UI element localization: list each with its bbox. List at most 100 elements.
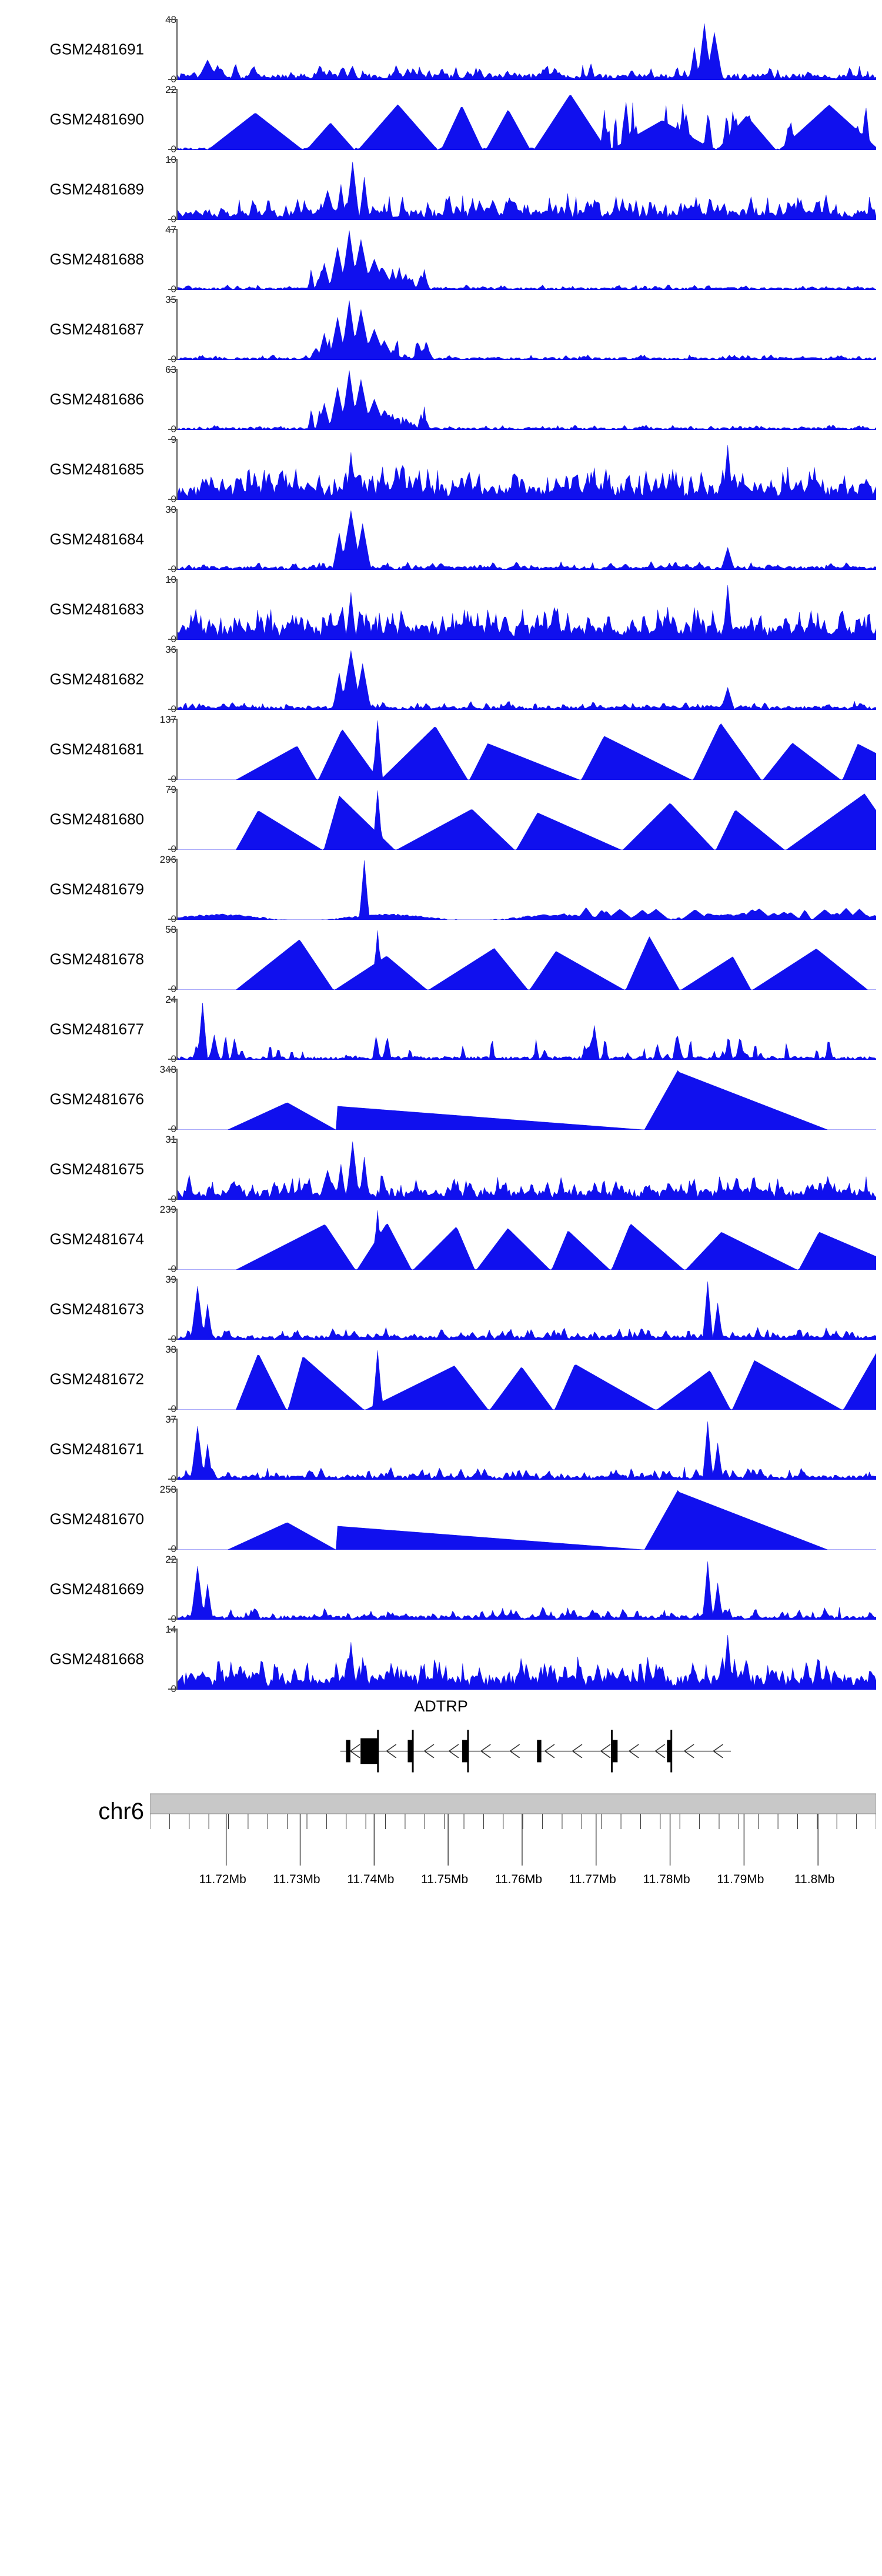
track-axis-and-plot: 480	[150, 14, 876, 85]
axis-tick-bottom	[168, 1479, 178, 1480]
axis-tick-bottom	[168, 849, 178, 850]
axis-tick-top	[168, 929, 178, 930]
coverage-track: GSM2481686 63 0	[0, 364, 882, 435]
coverage-area-plot	[178, 719, 876, 780]
axis-tick-top	[168, 89, 178, 90]
axis-tick-top	[168, 439, 178, 440]
coverage-track: GSM2481677 240	[0, 994, 882, 1065]
axis-max-label: 58	[106, 924, 176, 936]
track-sample-label: GSM2481678	[49, 950, 144, 967]
axis-tick-bottom	[168, 429, 178, 430]
track-axis-and-plot: 100	[150, 574, 876, 645]
coverage-track: GSM24816792960	[0, 854, 882, 925]
axis-spine	[176, 1209, 178, 1270]
coverage-area-plot	[178, 859, 876, 920]
axis-tick-top	[168, 1279, 178, 1280]
axis-max-label: 63	[106, 364, 176, 376]
axis-tick-bottom	[168, 779, 178, 780]
track-axis-and-plot: 100	[150, 154, 876, 225]
svg-text:11.8Mb: 11.8Mb	[794, 1873, 835, 1886]
coverage-track: GSM2481668140	[0, 1624, 882, 1694]
svg-text:11.78Mb: 11.78Mb	[643, 1873, 690, 1886]
track-sample-label: GSM2481677	[49, 1020, 144, 1037]
svg-text:11.77Mb: 11.77Mb	[569, 1873, 616, 1886]
track-axis-and-plot: 470	[150, 224, 876, 295]
axis-max-label: 39	[106, 1274, 176, 1286]
coverage-track: GSM2481671 370	[0, 1414, 882, 1484]
coverage-area-plot	[178, 19, 876, 80]
track-sample-label: GSM2481687	[49, 320, 144, 338]
track-axis-and-plot: 350	[150, 294, 876, 365]
svg-text:11.72Mb: 11.72Mb	[199, 1873, 246, 1886]
coverage-area-plot	[178, 509, 876, 570]
top-spacer	[0, 0, 882, 14]
axis-max-label: 348	[106, 1064, 176, 1076]
axis-min-label: 0	[106, 1333, 176, 1345]
axis-min-label: 0	[106, 493, 176, 505]
coverage-area-plot	[178, 1279, 876, 1340]
axis-tick-top	[168, 509, 178, 510]
axis-spine	[176, 509, 178, 570]
coverage-track: GSM2481678580	[0, 924, 882, 995]
coverage-area-plot	[178, 1139, 876, 1200]
track-axis-and-plot: 240	[150, 994, 876, 1065]
coverage-track: GSM2481689100	[0, 154, 882, 225]
axis-min-label: 0	[106, 1053, 176, 1065]
track-sample-label: GSM2481670	[49, 1510, 144, 1527]
axis-min-label: 0	[106, 1543, 176, 1555]
axis-min-label: 0	[106, 144, 176, 155]
axis-tick-top	[168, 859, 178, 860]
track-sample-label: GSM2481683	[49, 600, 144, 618]
track-axis-and-plot: 220	[150, 84, 876, 155]
axis-tick-bottom	[168, 1409, 178, 1410]
coverage-track: GSM2481684300	[0, 504, 882, 575]
axis-tick-bottom	[168, 1129, 178, 1130]
track-sample-label: GSM2481668	[49, 1650, 144, 1667]
axis-tick-top	[168, 1489, 178, 1490]
axis-min-label: 0	[106, 1683, 176, 1695]
track-axis-and-plot: 370	[150, 1414, 876, 1484]
track-sample-label: GSM2481679	[49, 880, 144, 897]
axis-max-label: 31	[106, 1134, 176, 1146]
coverage-track: GSM2481673390	[0, 1274, 882, 1344]
axis-spine	[176, 999, 178, 1060]
coverage-area-plot	[178, 229, 876, 290]
track-sample-label: GSM2481684	[49, 530, 144, 548]
axis-min-label: 0	[106, 1263, 176, 1275]
axis-spine	[176, 1489, 178, 1550]
axis-max-label: 258	[106, 1484, 176, 1496]
chromosome-ideogram-graphic: 11.72Mb 11.73Mb 11.74Mb 11.75Mb 11.76Mb 11.77…	[150, 1790, 876, 1914]
coverage-area-plot	[178, 1629, 876, 1690]
track-axis-and-plot: 380	[150, 1344, 876, 1414]
axis-tick-top	[168, 579, 178, 580]
coverage-area-plot	[178, 439, 876, 500]
axis-max-label: 37	[106, 1414, 176, 1426]
coverage-track: GSM248168590	[0, 434, 882, 505]
axis-tick-top	[168, 369, 178, 370]
track-axis-and-plot: 3480	[150, 1064, 876, 1134]
axis-tick-top	[168, 789, 178, 790]
coverage-area-plot	[178, 369, 876, 430]
track-sample-label: GSM2481686	[49, 390, 144, 408]
axis-tick-top	[168, 19, 178, 20]
axis-tick-bottom	[168, 1199, 178, 1200]
axis-min-label: 0	[106, 213, 176, 225]
coverage-area-plot	[178, 299, 876, 360]
coverage-track: GSM2481687 350	[0, 294, 882, 365]
track-sample-label: GSM2481671	[49, 1440, 144, 1457]
axis-tick-top	[168, 719, 178, 720]
axis-max-label: 22	[106, 1554, 176, 1566]
axis-spine	[176, 649, 178, 710]
coverage-track: GSM2481683 100	[0, 574, 882, 645]
axis-spine	[176, 1139, 178, 1200]
svg-text:11.75Mb: 11.75Mb	[421, 1873, 468, 1886]
axis-spine	[176, 1069, 178, 1130]
axis-spine	[176, 159, 178, 220]
coverage-area-plot	[178, 159, 876, 220]
axis-min-label: 0	[106, 423, 176, 435]
axis-min-label: 0	[106, 913, 176, 925]
axis-tick-top	[168, 1209, 178, 1210]
axis-tick-top	[168, 1629, 178, 1630]
axis-min-label: 0	[106, 1193, 176, 1205]
coverage-tracks-container: GSM2481691480GSM2481690220GSM2481689100G…	[0, 14, 882, 1694]
